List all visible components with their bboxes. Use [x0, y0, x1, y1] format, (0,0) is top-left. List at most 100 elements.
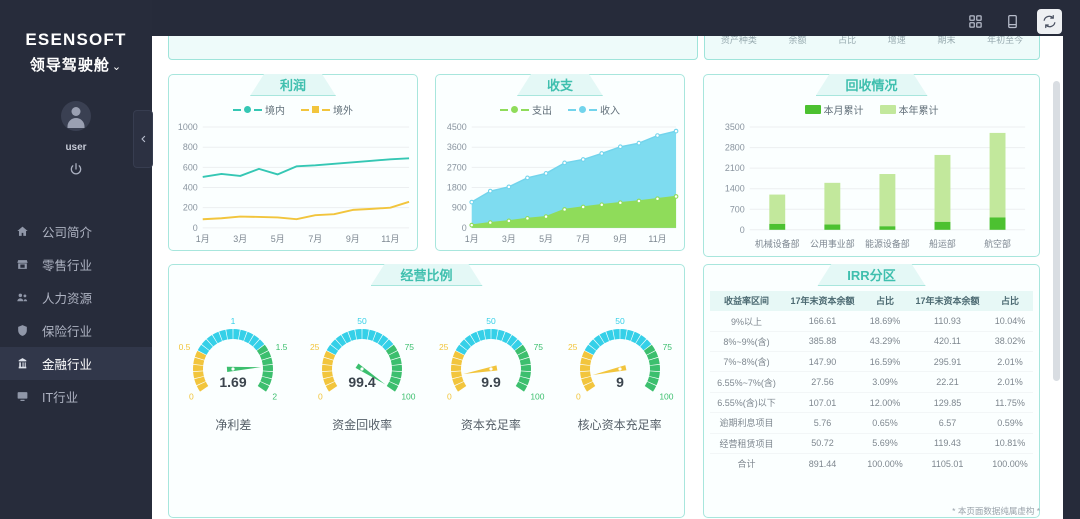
chart-recovery: 0 700 1400 2100 2800 3500 机械设备部 公用事业部 能源设备部 船运部 航空… — [704, 121, 1039, 256]
chevron-left-icon — [140, 135, 145, 143]
svg-text:2: 2 — [273, 392, 278, 401]
vertical-scrollbar[interactable] — [1053, 81, 1060, 381]
irr-cell-7-3: 1105.01 — [931, 458, 964, 469]
table-row[interactable]: 逾期利息项目 5.76 0.65% 6.57 0.59% — [710, 412, 1033, 434]
grid-view-icon[interactable] — [963, 9, 988, 34]
irr-cell-2-1: 147.90 — [782, 351, 863, 373]
irr-cell-0-3: 110.93 — [907, 311, 987, 332]
svg-text:能源设备部: 能源设备部 — [865, 238, 910, 249]
svg-text:100: 100 — [659, 392, 673, 401]
svg-text:4500: 4500 — [447, 122, 467, 132]
panel-body-io: 支出 收入 0 900 1800 2700 3600 4500 1月 3月 5月 7月 9月 11月 — [436, 97, 684, 250]
legend-item-year[interactable]: 本年累计 — [879, 102, 939, 117]
user-avatar-icon[interactable] — [61, 101, 91, 131]
home-icon — [16, 225, 36, 238]
legend-recovery: 本月累计 本年累计 — [704, 102, 1039, 117]
irr-cell-0-2: 18.69% — [862, 311, 908, 332]
gauge-dial: 0 25 50 75 100 9 — [568, 316, 674, 402]
legend-dash2-icon — [589, 108, 597, 111]
topbar-icons — [963, 9, 1062, 34]
legend-label-month: 本月累计 — [823, 106, 864, 117]
irr-cell-5-0: 逾期利息项目 — [710, 412, 783, 434]
gauge-3: 0 25 50 75 100 9.9 资本充足率 — [436, 309, 546, 433]
power-icon[interactable] — [0, 162, 152, 181]
panel-body-ratio: 0 0.5 1 1.5 2 1.69 净利差 0 25 50 75 100 99.4 资金回收率 0 25 50… — [169, 287, 684, 517]
svg-text:11月: 11月 — [381, 234, 399, 244]
panel-irr: IRR分区 收益率区间 17年末资本余额 占比 17年末资本余额 占比 9%以上 166.… — [703, 264, 1040, 518]
table-row[interactable]: 经营租赁项目 50.72 5.69% 119.43 10.81% — [710, 433, 1033, 454]
irr-col-header-0: 收益率区间 — [710, 291, 783, 312]
tablet-view-icon[interactable] — [1000, 9, 1025, 34]
legend-dot-icon — [244, 106, 251, 113]
irr-cell-5-2: 0.65% — [862, 412, 908, 434]
irr-cell-6-3: 119.43 — [907, 433, 987, 454]
chart-profit: 0 200 400 600 800 1000 1月 3月 5月 7月 9月 11月 — [169, 121, 417, 250]
table-row[interactable]: 7%~8%(含) 147.90 16.59% 295.91 2.01% — [710, 351, 1033, 373]
cutoff-col-1: 余额 — [788, 36, 807, 45]
irr-cell-1-0: 8%~9%(含) — [710, 331, 783, 353]
cutoff-panel-right: 资产种类 余额 占比 增速 期末 年初至今 — [704, 36, 1040, 60]
sidebar-item-finance[interactable]: 金融行业 — [0, 347, 152, 380]
sidebar-item-insurance[interactable]: 保险行业 — [0, 314, 152, 347]
sidebar-collapse-button[interactable] — [133, 110, 153, 168]
gauge-label: 核心资本充足率 — [577, 418, 662, 432]
sidebar-item-it[interactable]: IT行业 — [0, 380, 152, 413]
dashboard-sheet: 资产种类 余额 占比 增速 期末 年初至今 利润 — [152, 36, 1056, 519]
table-row[interactable]: 6.55%~7%(含) 27.56 3.09% 22.21 2.01% — [710, 371, 1033, 393]
sidebar-item-company[interactable]: 公司简介 — [0, 215, 152, 248]
sidebar-item-hr[interactable]: 人力资源 — [0, 281, 152, 314]
footnote: * 本页面数据纯属虚构 * — [952, 506, 1040, 516]
legend-item-domestic[interactable]: 境内 — [233, 102, 285, 117]
sidebar-label-company: 公司简介 — [42, 226, 93, 240]
svg-text:25: 25 — [568, 342, 578, 352]
svg-text:0: 0 — [193, 223, 198, 233]
cutoff-col-0: 资产种类 — [720, 36, 757, 45]
cutoff-table-header: 资产种类 余额 占比 增速 期末 年初至今 — [705, 36, 1039, 46]
svg-text:100: 100 — [530, 392, 544, 401]
cutoff-col-3: 增速 — [887, 36, 906, 45]
irr-table-body: 9%以上 166.61 18.69% 110.93 10.04% 8%~9%(含) 385.… — [710, 311, 1033, 473]
bank-icon — [16, 357, 36, 370]
legend-item-income[interactable]: 收入 — [568, 102, 620, 117]
irr-cell-3-1: 27.56 — [782, 371, 863, 393]
legend-box-icon — [879, 105, 896, 114]
gauge-dial: 0 25 50 75 100 99.4 — [310, 316, 416, 402]
legend-item-overseas[interactable]: 境外 — [301, 102, 353, 117]
svg-text:7月: 7月 — [308, 234, 322, 244]
gauge-1: 0 0.5 1 1.5 2 1.69 净利差 — [178, 309, 288, 433]
svg-text:2100: 2100 — [725, 163, 745, 173]
irr-cell-0-4: 10.04% — [987, 311, 1033, 332]
chevron-down-icon[interactable]: ⌄ — [111, 61, 123, 73]
sidebar-label-it: IT行业 — [42, 391, 79, 405]
sidebar-item-retail[interactable]: 零售行业 — [0, 248, 152, 281]
svg-text:航空部: 航空部 — [984, 238, 1011, 249]
irr-cell-7-4: 100.00% — [992, 458, 1028, 469]
irr-cell-1-4: 38.02% — [987, 331, 1033, 353]
svg-text:50: 50 — [357, 316, 367, 326]
table-row[interactable]: 8%~9%(含) 385.88 43.29% 420.11 38.02% — [710, 331, 1033, 353]
legend-io: 支出 收入 — [436, 102, 684, 117]
table-row[interactable]: 合计 891.44 100.00% 1105.01 100.00% — [710, 453, 1033, 473]
brand-logo[interactable]: ESENSOFT 领导驾驶舱 ⌄ — [0, 0, 152, 75]
legend-dot-icon — [511, 106, 518, 113]
brand-subtitle-text: 领导驾驶舱 — [29, 57, 110, 74]
svg-text:0: 0 — [576, 392, 581, 401]
legend-item-expense[interactable]: 支出 — [500, 102, 552, 117]
irr-cell-3-2: 3.09% — [862, 371, 908, 393]
brand-name: ESENSOFT — [25, 30, 127, 49]
svg-text:0: 0 — [740, 225, 745, 235]
irr-cell-5-4: 0.59% — [987, 412, 1033, 434]
cutoff-panel-left — [168, 36, 698, 60]
svg-text:3月: 3月 — [502, 234, 516, 244]
irr-cell-7-2: 100.00% — [867, 458, 903, 469]
table-row[interactable]: 6.55%(含)以下 107.01 12.00% 129.85 11.75% — [710, 392, 1033, 414]
panel-body-profit: 境内 境外 0 200 400 600 800 1000 1月 3月 5月 7月 9月 11月 — [169, 97, 417, 250]
legend-item-month[interactable]: 本月累计 — [804, 102, 864, 117]
table-row[interactable]: 9%以上 166.61 18.69% 110.93 10.04% — [710, 311, 1033, 332]
irr-cell-4-2: 12.00% — [862, 392, 908, 414]
sidebar-label-retail: 零售行业 — [42, 259, 93, 273]
svg-text:50: 50 — [486, 316, 496, 326]
svg-text:1.5: 1.5 — [276, 342, 288, 352]
refresh-icon[interactable] — [1037, 9, 1062, 34]
